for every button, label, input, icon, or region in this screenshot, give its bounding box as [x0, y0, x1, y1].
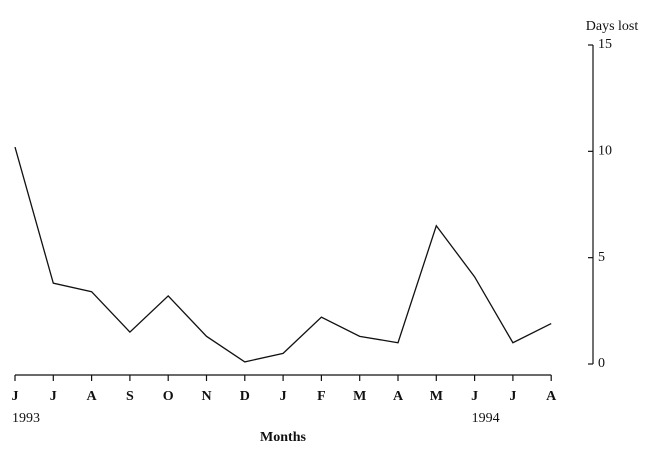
- y-tick-label: 15: [598, 37, 612, 52]
- y-tick-label: 0: [598, 356, 605, 371]
- x-tick-label: A: [87, 389, 98, 404]
- x-tick-label: J: [280, 389, 287, 404]
- data-line: [14, 146, 552, 363]
- x-tick-label: F: [317, 389, 326, 404]
- x-tick-label: J: [509, 389, 516, 404]
- x-tick-label: O: [163, 389, 174, 404]
- x-tick-label: J: [471, 389, 478, 404]
- x-tick-label: A: [393, 389, 404, 404]
- x-tick-label: J: [12, 389, 19, 404]
- x-tick-label: A: [546, 389, 557, 404]
- x-tick-label: J: [50, 389, 57, 404]
- x-tick-label: D: [240, 389, 250, 404]
- y-tick-label: 10: [598, 144, 612, 159]
- x-tick-label: M: [353, 389, 366, 404]
- year-label: 1994: [472, 411, 500, 426]
- y-tick-label: 5: [598, 250, 605, 265]
- x-tick-label: M: [430, 389, 443, 404]
- y-axis-label: Days lost: [586, 19, 639, 34]
- x-tick-label: N: [201, 389, 211, 404]
- x-tick-label: S: [126, 389, 134, 404]
- year-label: 1993: [12, 411, 40, 426]
- x-axis-label: Months: [260, 430, 306, 445]
